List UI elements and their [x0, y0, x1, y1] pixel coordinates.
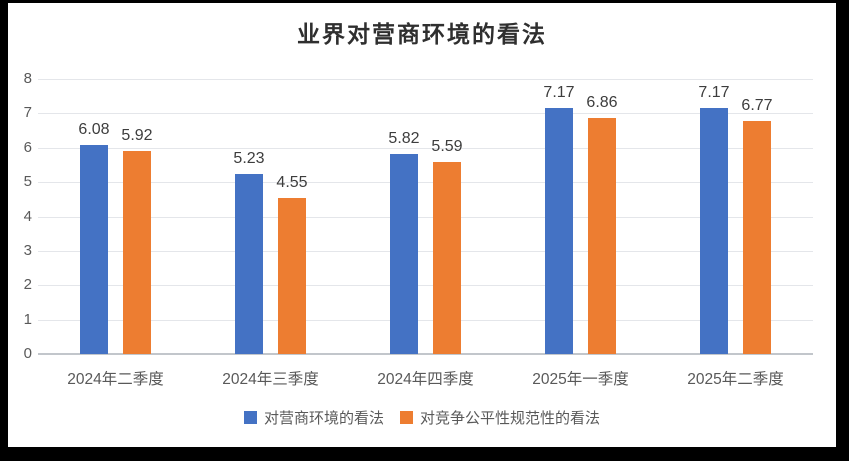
bar-group: 7.17 6.86 — [503, 79, 658, 354]
y-axis-tick-label: 6 — [23, 138, 32, 156]
x-axis-category-label: 2024年四季度 — [377, 371, 474, 388]
bar-group: 5.82 5.59 — [348, 79, 503, 354]
bar-series-1 — [80, 145, 108, 354]
x-axis-category-label: 2025年二季度 — [687, 371, 784, 388]
y-axis-tick-label: 0 — [23, 345, 32, 362]
chart-area: 业界对营商环境的看法 0 1 2 3 4 5 6 7 8 6.08 5.92 5.23 4.55 5.82… — [8, 3, 836, 447]
bar-series-2 — [123, 150, 151, 354]
bar-series-1 — [235, 174, 263, 354]
bar-series-1 — [390, 153, 418, 354]
bar-series-2 — [743, 121, 771, 354]
legend-item: 对竞争公平性规范性的看法 — [400, 407, 600, 428]
bar-series-2 — [433, 161, 461, 354]
gridline — [38, 79, 813, 80]
legend-label: 对竞争公平性规范性的看法 — [420, 410, 601, 427]
y-axis-tick-label: 5 — [23, 173, 32, 191]
gridline — [38, 147, 813, 149]
gridline — [38, 182, 813, 184]
x-axis-category-label: 2025年一季度 — [532, 371, 629, 388]
chart-title: 业界对营商环境的看法 — [297, 21, 547, 48]
data-label: 6.77 — [741, 97, 773, 115]
bar-series-1 — [545, 107, 573, 354]
legend-swatch-icon — [243, 411, 257, 424]
bar-series-2 — [278, 197, 306, 354]
data-label: 7.17 — [698, 83, 730, 101]
data-label: 6.08 — [78, 121, 110, 138]
y-axis-tick-label: 4 — [23, 207, 32, 225]
y-axis-tick-label: 8 — [23, 70, 32, 87]
bar-group: 7.17 6.77 — [658, 79, 813, 354]
gridline — [38, 250, 813, 252]
y-axis-tick-label: 2 — [23, 276, 32, 294]
bar-series-2 — [588, 118, 616, 354]
gridline — [38, 319, 813, 321]
y-axis-tick-label: 3 — [23, 241, 32, 259]
bar-group: 5.23 4.55 — [193, 79, 348, 354]
y-axis-tick-label: 1 — [23, 310, 32, 328]
legend-swatch-icon — [400, 411, 413, 424]
x-axis-line — [38, 353, 813, 355]
gridline — [38, 113, 813, 115]
x-axis-labels: 2024年二季度 2024年三季度 2024年四季度 2025年一季度 2025年二季度 — [38, 367, 813, 389]
data-label: 4.55 — [276, 173, 308, 191]
legend-label: 对营商环境的看法 — [263, 410, 384, 427]
data-label: 5.23 — [233, 150, 265, 168]
gridline — [38, 216, 813, 218]
legend: 对营商环境的看法 对竞争公平性规范性的看法 — [8, 407, 836, 428]
x-axis-category-label: 2024年三季度 — [222, 371, 319, 388]
legend-item: 对营商环境的看法 — [243, 407, 384, 428]
data-label: 6.86 — [586, 94, 618, 112]
y-axis-tick-label: 7 — [23, 104, 32, 122]
data-label: 7.17 — [543, 83, 575, 101]
data-label: 5.82 — [388, 129, 420, 147]
plot-area: 0 1 2 3 4 5 6 7 8 6.08 5.92 5.23 4.55 5.82 5.59 7.17 6.8… — [24, 70, 813, 362]
bar-series-1 — [700, 107, 728, 354]
x-axis-category-label: 2024年二季度 — [67, 371, 164, 388]
data-label: 5.59 — [431, 137, 463, 155]
gridline — [38, 285, 813, 287]
data-label: 5.92 — [121, 126, 153, 144]
bar-group: 6.08 5.92 — [38, 79, 193, 354]
